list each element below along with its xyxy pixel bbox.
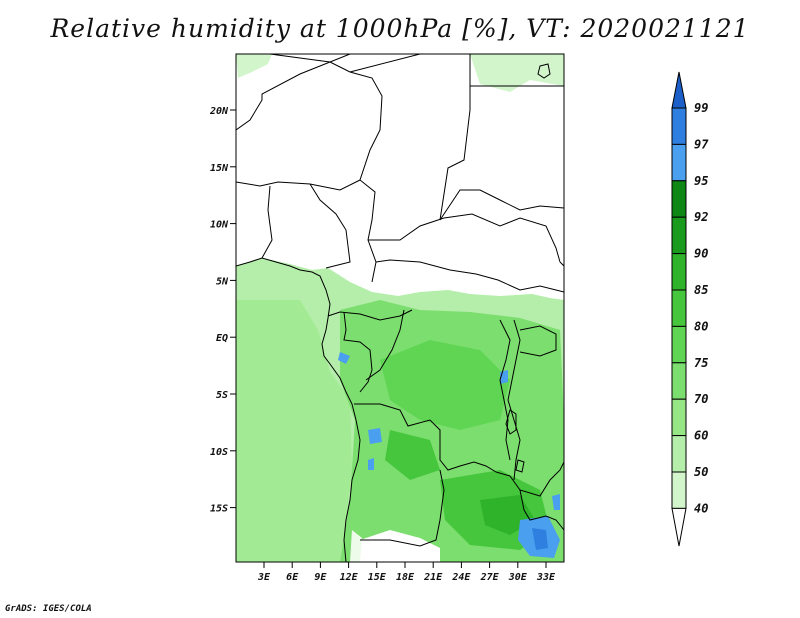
- lat-tick-label: 5S: [216, 390, 228, 401]
- colorbar-cell: [671, 507, 687, 547]
- colorbar-level-label: 80: [694, 319, 708, 333]
- colorbar-cell: [671, 471, 687, 509]
- humidity-field-dark: [380, 340, 510, 430]
- colorbar-level-label: 95: [694, 174, 708, 188]
- lon-tick-label: 15E: [368, 572, 387, 583]
- map-title: Relative humidity at 1000hPa [%], VT: 20…: [50, 14, 750, 43]
- colorbar-cell: [671, 435, 687, 473]
- lon-tick-label: 24E: [451, 572, 471, 583]
- colorbar-level-label: 99: [694, 101, 708, 115]
- humidity-field-north: [236, 54, 272, 78]
- colorbar-cell: [671, 289, 687, 327]
- colorbar-level-label: 92: [694, 210, 708, 224]
- country-border: [327, 309, 413, 321]
- colorbar-cell: [671, 362, 687, 400]
- country-border: [368, 213, 561, 263]
- humidity-field-blue: [368, 428, 382, 444]
- country-border: [349, 54, 471, 221]
- country-border: [360, 469, 445, 547]
- country-border: [309, 183, 351, 269]
- country-border: [519, 325, 557, 357]
- lat-tick-label: 10N: [210, 220, 229, 231]
- lon-tick-label: 30E: [508, 572, 528, 583]
- country-border: [559, 261, 564, 267]
- humidity-field-dry: [360, 530, 440, 562]
- map-frame: [235, 53, 565, 563]
- country-border: [236, 179, 361, 191]
- colorbar-level-label: 50: [694, 465, 708, 479]
- country-border: [354, 403, 497, 473]
- lake-outline: [505, 409, 517, 435]
- lon-tick-label: 6E: [286, 572, 299, 583]
- country-border: [375, 259, 564, 293]
- lat-tick-label: 5N: [216, 276, 229, 287]
- grads-credit: GrADS: IGES/COLA: [5, 604, 92, 614]
- humidity-field-dark: [385, 430, 440, 480]
- country-border: [499, 319, 511, 461]
- colorbar-cell: [671, 325, 687, 364]
- colorbar-cell: [671, 71, 687, 109]
- lon-tick-label: 18E: [396, 572, 415, 583]
- country-border: [261, 185, 273, 259]
- colorbar-level-label: 90: [694, 247, 708, 261]
- humidity-field-dry: [350, 530, 362, 562]
- humidity-field-north: [470, 54, 564, 92]
- colorbar-cell: [671, 253, 687, 291]
- latitude-axis: 20N 15N 10N 5N EQ 5S 10S 15S: [209, 106, 236, 515]
- humidity-field-blue: [338, 352, 350, 364]
- lon-tick-label: 21E: [423, 572, 443, 583]
- lat-tick-label: 10S: [210, 447, 228, 458]
- longitude-axis: 3E 6E 9E 12E 15E 18E 21E 24E 27E 30E 33E: [257, 562, 556, 583]
- colorbar-cell: [671, 398, 687, 437]
- country-border: [495, 461, 564, 497]
- colorbar: 99 97 95 92 90 85 80 75 70 60 50 40: [671, 71, 709, 547]
- colorbar-level-label: 70: [694, 392, 708, 406]
- colorbar-level-label: 40: [694, 501, 708, 515]
- lake-outline: [537, 63, 551, 79]
- humidity-field-blue: [368, 458, 374, 470]
- lon-tick-label: 3E: [257, 572, 271, 583]
- coastline: [236, 257, 361, 562]
- lake-outline: [515, 459, 525, 473]
- lon-tick-label: 27E: [480, 572, 500, 583]
- colorbar-level-label: 97: [694, 137, 709, 151]
- lon-tick-label: 9E: [314, 572, 327, 583]
- humidity-field-ocean: [236, 300, 352, 562]
- country-border: [507, 319, 521, 481]
- lat-tick-label: EQ: [216, 333, 228, 344]
- colorbar-cell: [671, 107, 687, 145]
- map-panel: [236, 54, 564, 562]
- colorbar-level-label: 85: [694, 283, 708, 297]
- lat-tick-label: 20N: [209, 106, 229, 117]
- country-border: [365, 309, 405, 381]
- colorbar-cell: [671, 216, 687, 255]
- lon-tick-label: 12E: [340, 572, 359, 583]
- lat-tick-label: 15N: [210, 163, 229, 174]
- country-border: [519, 489, 564, 531]
- colorbar-cell: [671, 143, 687, 182]
- colorbar-level-label: 60: [694, 429, 708, 443]
- colorbar-cell: [671, 180, 687, 218]
- lon-tick-label: 33E: [536, 572, 556, 583]
- country-border: [439, 189, 564, 221]
- lat-tick-label: 15S: [210, 504, 228, 515]
- humidity-field-blue: [532, 528, 548, 550]
- colorbar-level-label: 75: [694, 356, 708, 370]
- country-border: [343, 311, 373, 393]
- humidity-field-blue: [552, 494, 560, 510]
